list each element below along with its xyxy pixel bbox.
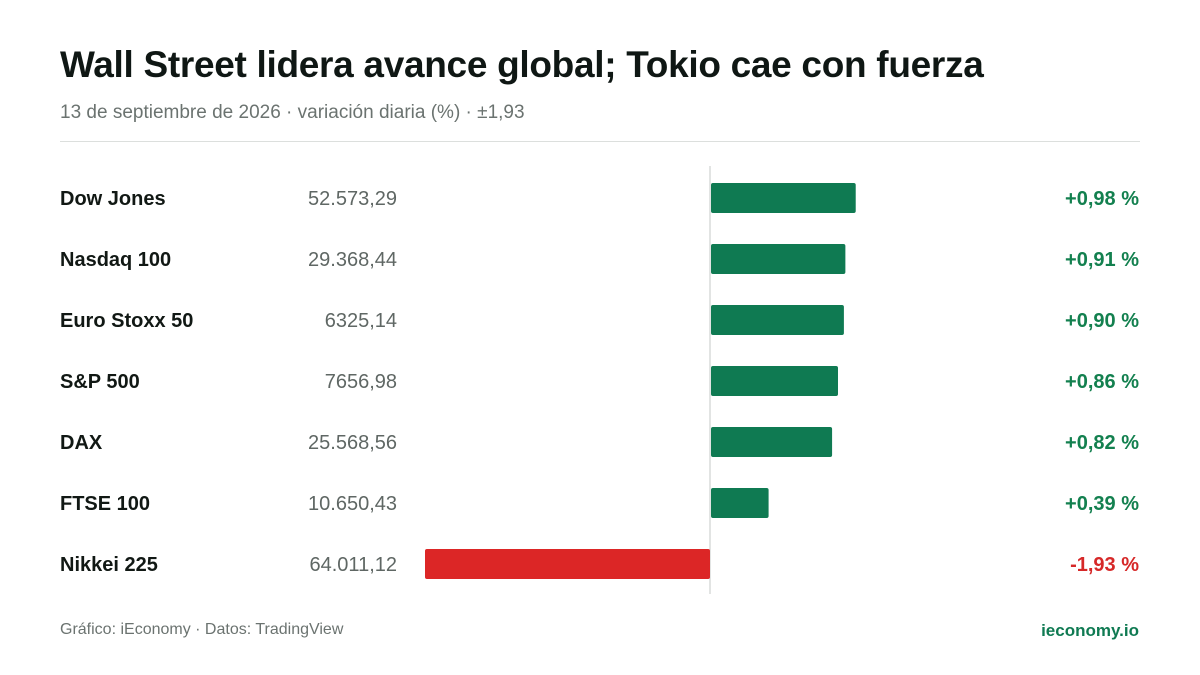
bar[interactable] [711,427,833,457]
bar[interactable] [711,305,844,335]
index-price: 6325,14 [325,310,397,332]
index-price: 7656,98 [325,371,397,393]
index-price: 64.011,12 [310,554,398,576]
index-name: Nikkei 225 [60,554,158,576]
bar-chart: Dow Jones 52.573,29 +0,98 % Nasdaq 100 29.36… [60,166,1139,594]
chart-title: Wall Street lidera avance global; Tokio … [60,44,984,85]
index-name: Dow Jones [60,188,166,210]
index-price: 10.650,43 [308,493,397,515]
bar[interactable] [711,488,769,518]
index-price: 25.568,56 [308,432,397,454]
header-divider [60,141,1140,142]
change-label: -1,93 % [1070,554,1139,576]
brand-link[interactable]: ieconomy.io [1041,621,1139,640]
change-label: +0,86 % [1065,371,1139,393]
index-name: S&P 500 [60,371,140,393]
chart-subtitle: 13 de septiembre de 2026 · variación dia… [60,102,525,123]
source-credit: Gráfico: iEconomy · Datos: TradingView [60,621,344,638]
change-label: +0,82 % [1065,432,1139,454]
index-name: DAX [60,432,103,454]
bar[interactable] [711,366,838,396]
bar[interactable] [425,549,710,579]
change-label: +0,98 % [1065,188,1139,210]
change-label: +0,39 % [1065,493,1139,515]
bar[interactable] [711,183,856,213]
index-price: 29.368,44 [308,249,397,271]
index-name: Nasdaq 100 [60,249,171,271]
change-label: +0,91 % [1065,249,1139,271]
change-label: +0,90 % [1065,310,1139,332]
index-name: FTSE 100 [60,493,150,515]
index-name: Euro Stoxx 50 [60,310,193,332]
bar[interactable] [711,244,846,274]
index-price: 52.573,29 [308,188,397,210]
